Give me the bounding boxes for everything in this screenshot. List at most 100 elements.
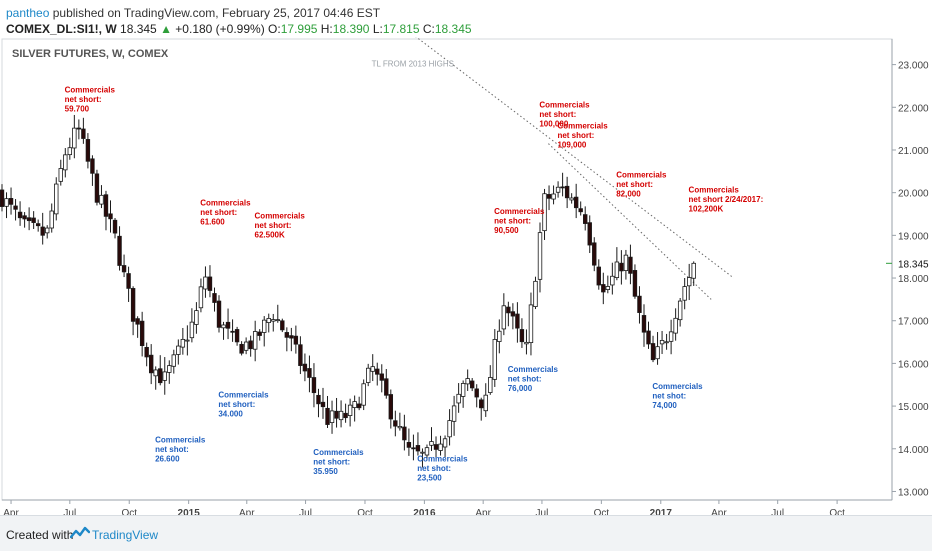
candle-body — [659, 340, 665, 345]
candle-body — [108, 213, 113, 220]
annotation-line: Commercials — [255, 211, 306, 220]
candle-body — [54, 183, 59, 215]
candle-body — [31, 217, 36, 223]
annotation-line: net short: — [200, 208, 237, 217]
candle-body — [334, 410, 339, 419]
candle-body — [564, 185, 570, 199]
candle-body — [198, 286, 204, 309]
candle-body — [298, 344, 303, 366]
candle-body — [524, 341, 529, 345]
candle-body — [605, 286, 611, 290]
last-price: 18.345 — [120, 22, 157, 36]
candle-body — [555, 186, 561, 193]
candle-body — [203, 276, 208, 290]
author-link[interactable]: pantheo — [6, 6, 50, 20]
candle-body — [506, 306, 511, 314]
candle-body — [13, 205, 18, 210]
candle-body — [641, 315, 647, 333]
candle-body — [483, 394, 488, 412]
candle-body — [275, 319, 280, 322]
candle-body — [17, 211, 23, 219]
open-value: 17.995 — [280, 22, 318, 36]
annotation-line: Commercials — [218, 391, 269, 400]
candle-body — [0, 189, 5, 207]
candle-body — [311, 377, 317, 394]
candle-body — [682, 286, 687, 301]
candle-body — [139, 320, 145, 347]
x-tick-label: Oct — [829, 508, 845, 515]
candle-body — [171, 354, 176, 367]
candle-body — [212, 293, 217, 303]
candle-body — [302, 363, 308, 372]
candle-body — [673, 317, 678, 334]
candle-body — [293, 335, 299, 345]
candle-body — [650, 343, 656, 361]
candle-body — [112, 219, 118, 234]
candle-body — [406, 442, 412, 448]
low-value: 17.815 — [382, 22, 420, 36]
candle-body — [433, 444, 439, 450]
annotation-line: 82,000 — [616, 190, 641, 199]
candle-body — [67, 147, 73, 156]
candle-body — [533, 280, 538, 308]
candle-body — [393, 420, 398, 427]
annotation-line: Commercials — [652, 382, 703, 391]
candle-body — [144, 346, 149, 358]
chart-area[interactable]: SILVER FUTURES, W, COMEX 13.000 14.000 15.0… — [0, 23, 932, 519]
candle-body — [375, 368, 380, 375]
annotation-line: 23,500 — [417, 474, 442, 483]
x-tick-label: Oct — [594, 508, 610, 515]
annotation-line: net short: — [218, 400, 255, 409]
x-tick-label: 2016 — [413, 508, 436, 515]
candle-body — [207, 276, 213, 291]
candle-body — [456, 393, 461, 404]
candle-body — [686, 277, 692, 287]
x-tick-label: Oct — [357, 508, 373, 515]
price-chart[interactable]: SILVER FUTURES, W, COMEX 13.000 14.000 15.0… — [0, 23, 932, 519]
annotation-line: net short: — [616, 180, 653, 189]
annotation-line: net short: — [494, 217, 531, 226]
candle-body — [63, 154, 68, 171]
x-tick-label: 2017 — [650, 508, 673, 515]
candle-body — [343, 412, 348, 419]
chart-title: SILVER FUTURES, W, COMEX — [12, 48, 169, 60]
candle-body — [479, 399, 484, 409]
candle-body — [501, 305, 507, 330]
annotation-line: 62.500K — [255, 230, 285, 239]
x-tick-label: Jul — [299, 508, 312, 515]
annotation-line: Commercials — [508, 365, 559, 374]
candle-body — [677, 300, 683, 321]
y-tick-label: 20.000 — [898, 189, 929, 200]
candle-body — [384, 378, 389, 396]
candle-body — [230, 330, 235, 333]
candle-body — [94, 173, 100, 203]
price-change: +0.180 (+0.99%) — [175, 22, 265, 36]
candle-body — [117, 235, 122, 266]
candle-body — [569, 197, 574, 201]
candle-body — [225, 321, 231, 329]
candle-body — [578, 208, 583, 213]
candle-body — [329, 410, 335, 424]
annotation-line: Commercials — [200, 198, 251, 207]
candle-body — [655, 346, 660, 360]
tradingview-logo-icon — [70, 526, 90, 539]
candle-body — [284, 332, 290, 338]
candle-body — [99, 194, 104, 205]
tradingview-brand-link[interactable]: TradingView — [92, 528, 159, 542]
annotation-line: net short 2/24/2017: — [689, 195, 764, 204]
chart-header: pantheo published on TradingView.com, Fe… — [0, 0, 932, 40]
candle-body — [438, 443, 443, 451]
candle-body — [266, 318, 271, 323]
candle-body — [126, 273, 131, 289]
candle-body — [280, 320, 285, 331]
candle-body — [646, 330, 651, 345]
footer-bar: Created with TradingView — [0, 515, 932, 551]
trendline-label: TL FROM 2013 HIGHS — [372, 60, 454, 69]
candle-body — [320, 401, 326, 408]
candle-body — [325, 407, 330, 425]
y-tick-label: 18.000 — [898, 274, 929, 285]
x-tick-label: Jul — [771, 508, 784, 515]
candle-body — [415, 445, 421, 452]
